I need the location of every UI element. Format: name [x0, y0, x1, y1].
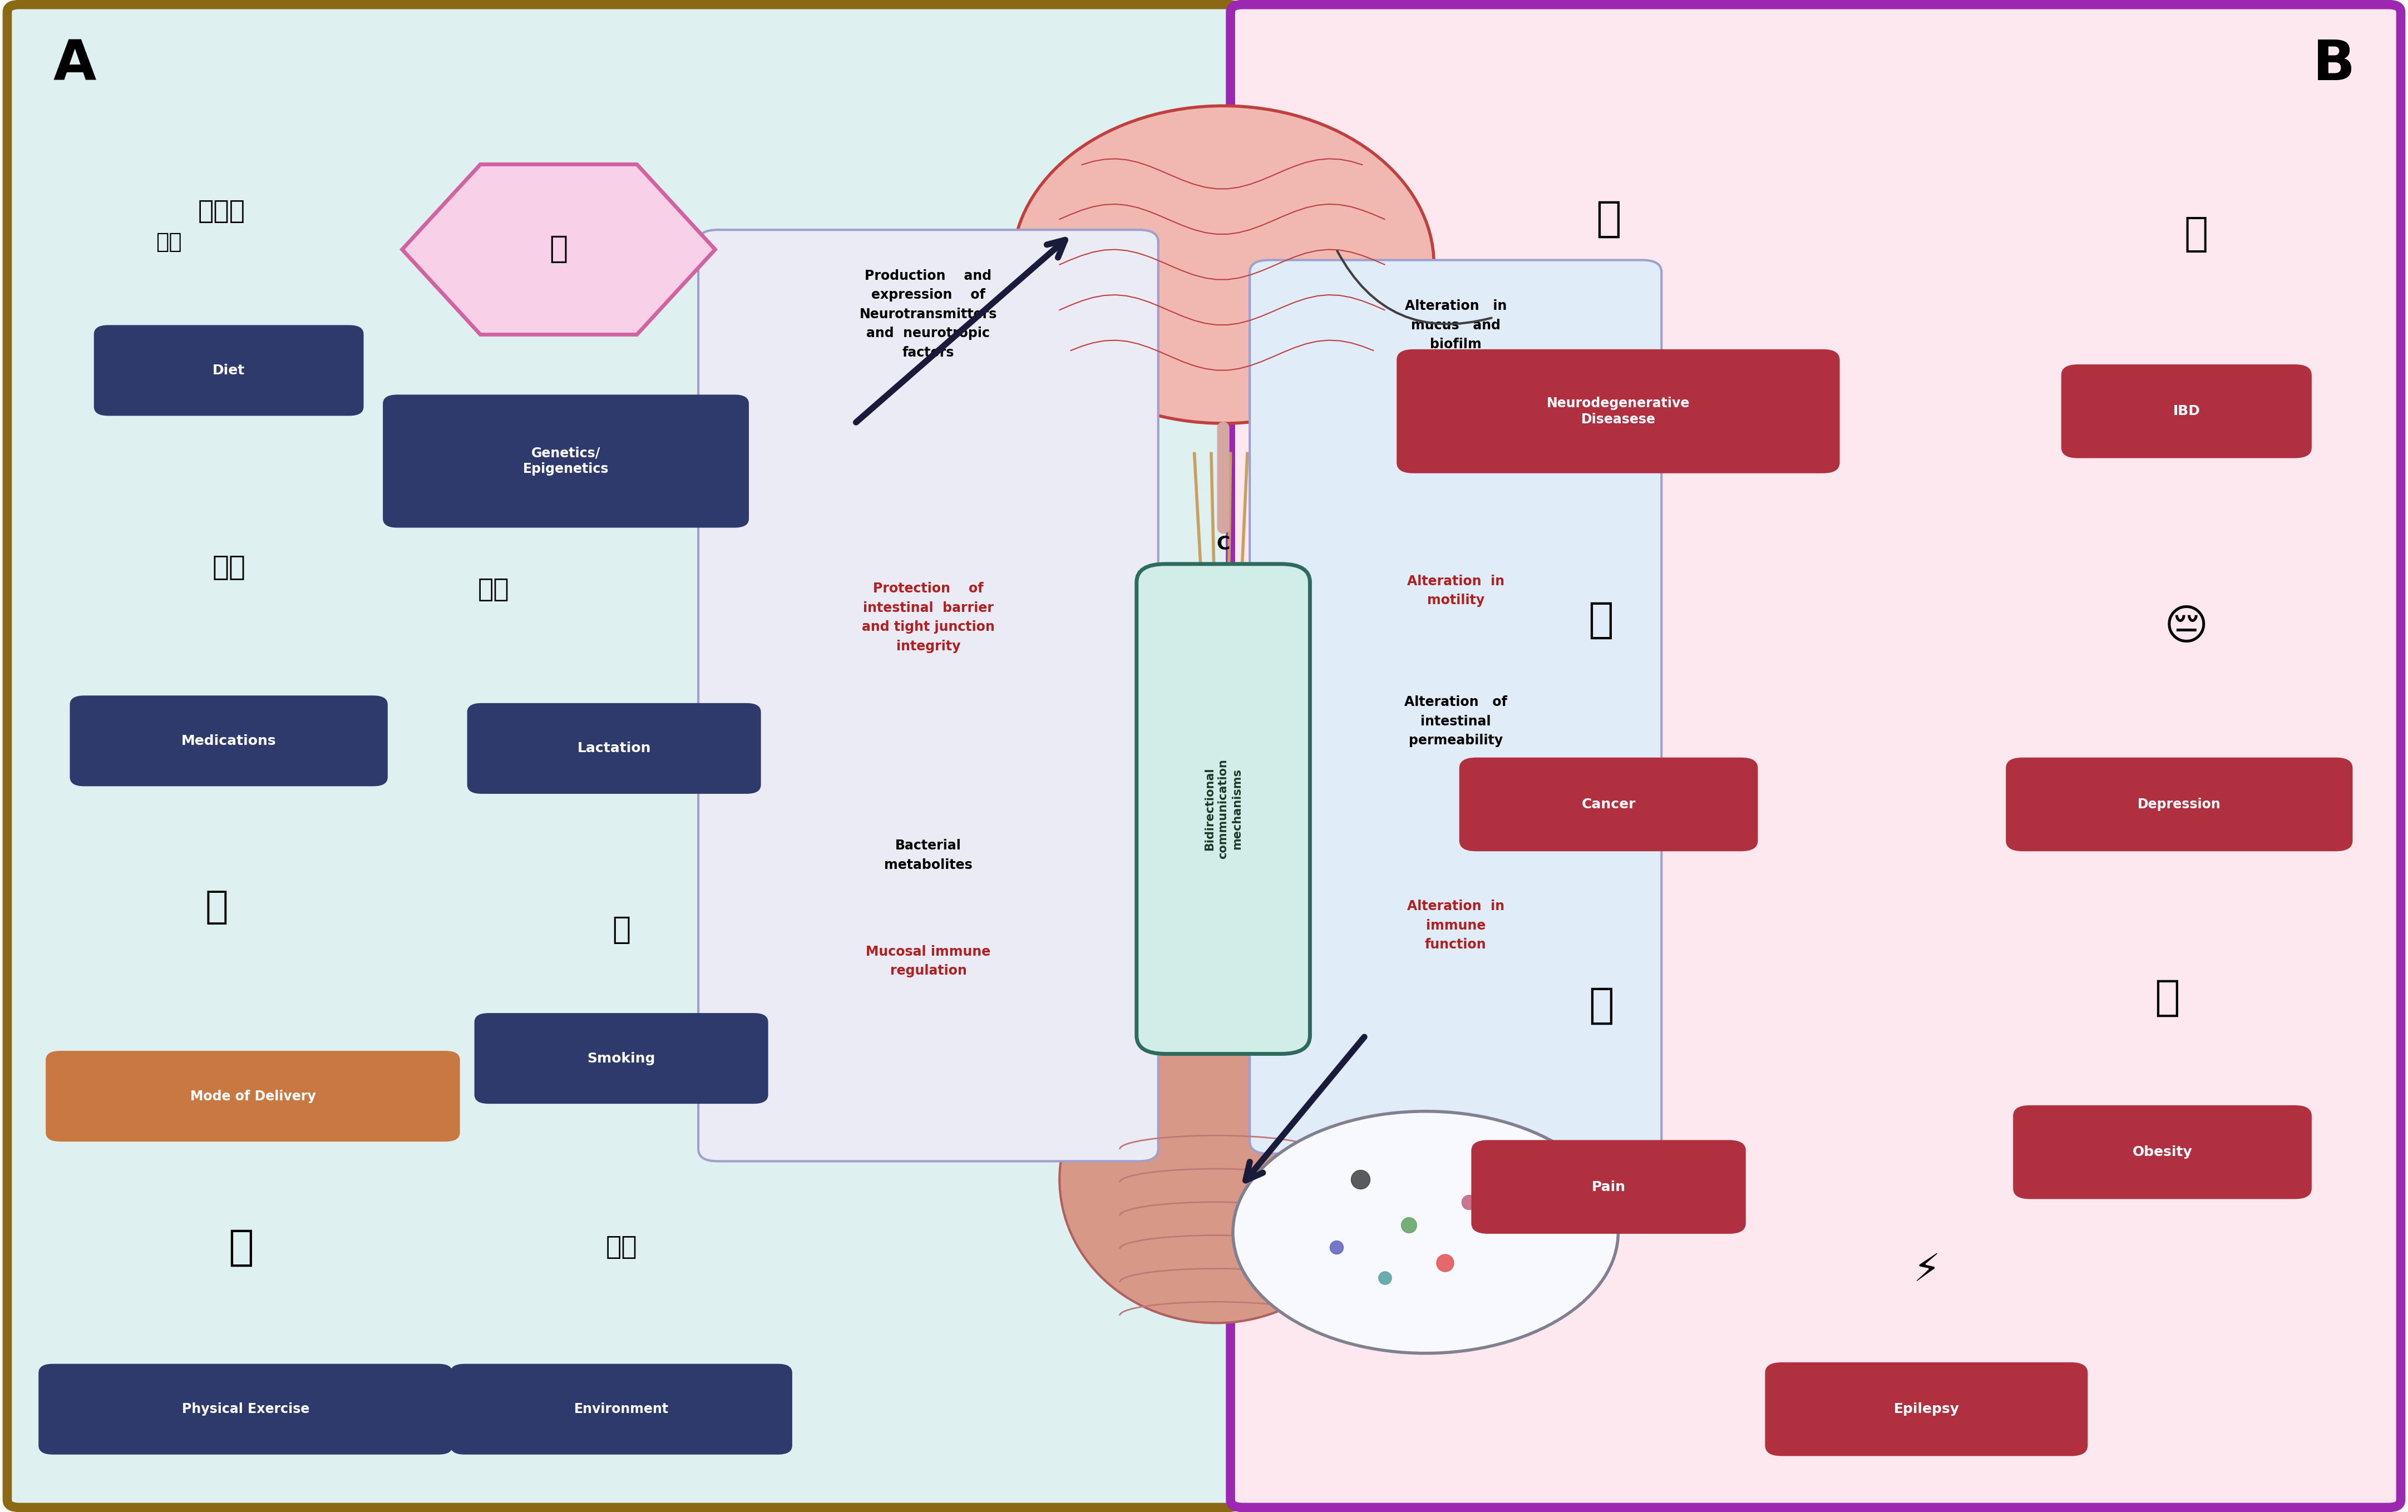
Text: Diet: Diet: [212, 364, 246, 376]
Text: Genetics/
Epigenetics: Genetics/ Epigenetics: [523, 446, 609, 476]
FancyBboxPatch shape: [1765, 1362, 2088, 1456]
FancyBboxPatch shape: [7, 5, 1240, 1507]
Text: Obesity: Obesity: [2133, 1146, 2191, 1158]
Text: Neurodegenerative
Diseasese: Neurodegenerative Diseasese: [1546, 396, 1690, 426]
Text: Mucosal immune
regulation: Mucosal immune regulation: [867, 945, 990, 978]
Point: [1317, 1235, 1356, 1259]
FancyBboxPatch shape: [1459, 758, 1758, 851]
Text: Environment: Environment: [573, 1403, 669, 1415]
Point: [1389, 1213, 1428, 1237]
Text: Bacterial
metabolites: Bacterial metabolites: [884, 839, 973, 872]
FancyBboxPatch shape: [383, 395, 749, 528]
Text: Lactation: Lactation: [578, 742, 650, 754]
FancyBboxPatch shape: [94, 325, 364, 416]
Text: Alteration   in
mucus   and
biofilm
production: Alteration in mucus and biofilm producti…: [1404, 299, 1507, 370]
Text: 🥩🍾🥦: 🥩🍾🥦: [197, 200, 246, 224]
FancyBboxPatch shape: [2006, 758, 2353, 851]
Text: Epilepsy: Epilepsy: [1893, 1403, 1960, 1415]
Text: IBD: IBD: [2172, 405, 2201, 417]
Text: 🧑: 🧑: [1597, 198, 1621, 240]
FancyBboxPatch shape: [39, 1364, 453, 1455]
Text: 💉💊: 💉💊: [212, 553, 246, 581]
FancyBboxPatch shape: [450, 1364, 792, 1455]
Text: Mode of Delivery: Mode of Delivery: [190, 1090, 315, 1102]
Point: [1426, 1250, 1464, 1275]
Text: Pain: Pain: [1592, 1181, 1625, 1193]
Text: 🧍: 🧍: [2155, 977, 2179, 1019]
Text: Alteration   of
intestinal
permeability: Alteration of intestinal permeability: [1404, 696, 1507, 747]
Text: A: A: [53, 38, 96, 92]
Text: 🏭🌳: 🏭🌳: [604, 1235, 638, 1259]
Text: Physical Exercise: Physical Exercise: [183, 1403, 308, 1415]
FancyBboxPatch shape: [2013, 1105, 2312, 1199]
FancyBboxPatch shape: [1471, 1140, 1746, 1234]
FancyBboxPatch shape: [467, 703, 761, 794]
Point: [1365, 1266, 1404, 1290]
Text: 🤱🍼: 🤱🍼: [477, 578, 510, 602]
FancyBboxPatch shape: [70, 696, 388, 786]
Text: Bidirectional
communication
mechanisms: Bidirectional communication mechanisms: [1204, 759, 1243, 859]
Text: Depression: Depression: [2138, 798, 2220, 810]
Text: 🤰: 🤰: [205, 889, 229, 925]
Text: Smoking: Smoking: [588, 1052, 655, 1064]
Text: B: B: [2312, 38, 2355, 92]
Text: Protection    of
intestinal  barrier
and tight junction
integrity: Protection of intestinal barrier and tig…: [862, 582, 995, 653]
Point: [1341, 1167, 1380, 1191]
Text: C: C: [1216, 535, 1230, 553]
FancyBboxPatch shape: [46, 1051, 460, 1142]
Text: 🧬: 🧬: [549, 234, 568, 265]
Point: [1450, 1190, 1488, 1214]
Text: 🫁: 🫁: [2184, 215, 2208, 254]
FancyBboxPatch shape: [1137, 564, 1310, 1054]
Text: Alteration  in
motility: Alteration in motility: [1406, 575, 1505, 608]
Text: ⚡: ⚡: [1912, 1252, 1941, 1288]
Text: Cancer: Cancer: [1582, 798, 1635, 810]
FancyBboxPatch shape: [2061, 364, 2312, 458]
Text: 🤕: 🤕: [1589, 984, 1613, 1027]
Ellipse shape: [1011, 106, 1435, 423]
FancyBboxPatch shape: [698, 230, 1158, 1161]
Ellipse shape: [1060, 1036, 1373, 1323]
Circle shape: [1233, 1111, 1618, 1353]
FancyBboxPatch shape: [474, 1013, 768, 1104]
Text: 🍎🥕: 🍎🥕: [157, 231, 181, 253]
Text: 🎗️: 🎗️: [1589, 599, 1613, 641]
Text: 🚴: 🚴: [229, 1226, 253, 1269]
FancyBboxPatch shape: [1230, 5, 2401, 1507]
Text: Medications: Medications: [181, 735, 277, 747]
Text: 😔: 😔: [2165, 606, 2208, 649]
Text: Alteration  in
immune
function: Alteration in immune function: [1406, 900, 1505, 951]
Text: 🚬: 🚬: [612, 915, 631, 945]
FancyBboxPatch shape: [1250, 260, 1662, 1154]
Text: Production    and
expression    of
Neurotransmitters
and  neurotropic
factors: Production and expression of Neurotransm…: [860, 269, 997, 360]
FancyBboxPatch shape: [1397, 349, 1840, 473]
